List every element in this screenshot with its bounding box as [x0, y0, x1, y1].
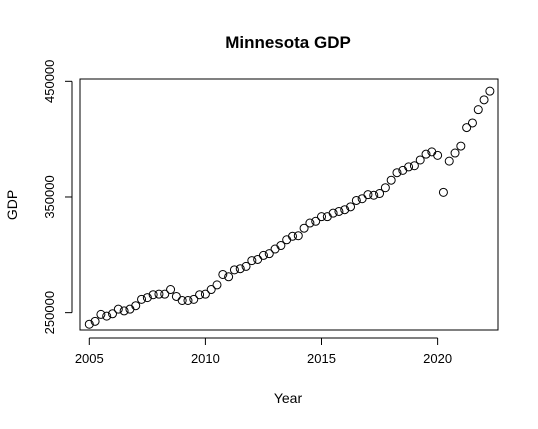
data-point: [218, 269, 228, 279]
data-point: [479, 95, 489, 105]
data-point: [392, 168, 402, 178]
data-point: [253, 254, 263, 264]
data-point: [137, 294, 147, 304]
data-point: [450, 148, 460, 158]
data-point: [311, 216, 321, 226]
data-point: [189, 294, 199, 304]
data-point: [125, 304, 135, 314]
chart-title: Minnesota GDP: [225, 33, 351, 52]
data-point: [276, 241, 286, 251]
data-point: [108, 309, 118, 319]
data-point: [334, 206, 344, 216]
data-point: [96, 309, 106, 319]
data-point: [229, 265, 239, 275]
data-point: [177, 296, 187, 306]
data-point: [386, 175, 396, 185]
data-point: [224, 272, 234, 282]
data-point: [200, 289, 210, 299]
data-point: [119, 306, 129, 316]
data-point: [317, 212, 327, 222]
data-point: [264, 249, 274, 259]
data-point: [375, 189, 385, 199]
data-point: [485, 86, 495, 96]
data-point: [247, 256, 257, 266]
data-point: [212, 280, 222, 290]
data-point: [404, 162, 414, 172]
data-point: [206, 285, 216, 295]
data-point: [421, 149, 431, 159]
x-tick-label: 2020: [423, 351, 452, 366]
data-point: [433, 150, 443, 160]
x-tick-label: 2015: [307, 351, 336, 366]
data-point: [195, 290, 205, 300]
data-point: [154, 289, 164, 299]
data-point: [415, 155, 425, 165]
data-point: [171, 291, 181, 301]
data-point: [467, 118, 477, 128]
data-point: [183, 296, 193, 306]
data-point: [444, 156, 454, 166]
data-point: [322, 212, 332, 222]
data-point: [84, 319, 94, 329]
data-point: [282, 235, 292, 245]
data-point: [287, 231, 297, 241]
data-point: [473, 105, 483, 115]
y-axis-label: GDP: [4, 190, 20, 220]
data-point: [166, 285, 176, 295]
x-tick-label: 2005: [75, 351, 104, 366]
data-point: [258, 250, 268, 260]
y-tick-label: 250000: [42, 291, 57, 334]
data-point: [270, 244, 280, 254]
data-point: [299, 223, 309, 233]
data-point: [346, 202, 356, 212]
data-point: [102, 311, 112, 321]
x-axis-label: Year: [274, 390, 303, 406]
data-point: [456, 141, 466, 151]
data-point: [293, 231, 303, 241]
data-point: [357, 194, 367, 204]
data-point: [363, 190, 373, 200]
data-point: [90, 316, 100, 326]
data-point: [369, 190, 379, 200]
data-point: [113, 304, 123, 314]
data-point: [409, 161, 419, 171]
data-point: [148, 290, 158, 300]
y-axis: 250000 350000 450000: [42, 60, 73, 334]
data-point: [142, 293, 152, 303]
data-point: [241, 261, 251, 271]
data-point: [438, 187, 448, 197]
data-point: [462, 123, 472, 133]
y-tick-label: 450000: [42, 60, 57, 103]
data-point: [380, 183, 390, 193]
y-tick-label: 350000: [42, 175, 57, 218]
x-axis: 2005 2010 2015 2020: [75, 337, 452, 366]
data-point: [160, 289, 170, 299]
data-point: [235, 264, 245, 274]
data-point: [131, 301, 141, 311]
data-point: [351, 195, 361, 205]
data-point: [340, 205, 350, 215]
plot-frame: [79, 78, 499, 331]
data-point: [328, 208, 338, 218]
data-points: [84, 86, 495, 329]
x-tick-label: 2010: [191, 351, 220, 366]
data-point: [305, 218, 315, 228]
